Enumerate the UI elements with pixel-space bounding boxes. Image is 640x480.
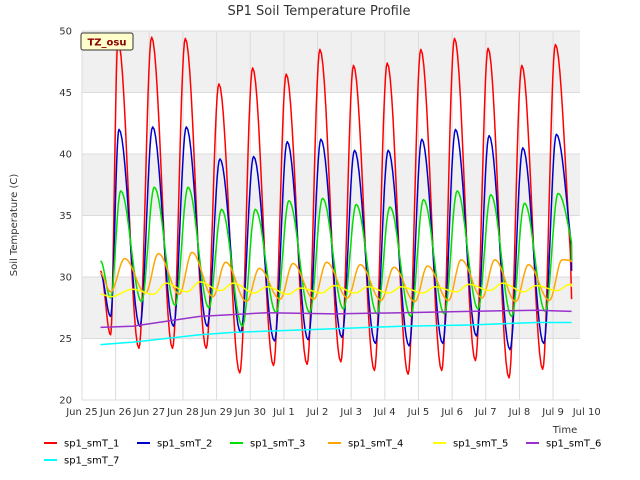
series-line-sp1-smT-5 — [100, 281, 573, 298]
legend-label: sp1_smT_5 — [453, 439, 508, 450]
series-line-sp1-smT-2 — [100, 126, 573, 351]
x-tick-label: Jul 9 — [541, 407, 564, 418]
y-tick-label: 50 — [59, 27, 72, 38]
timezone-annotation-box — [80, 32, 134, 51]
timezone-annotation: TZ_osu — [80, 32, 134, 51]
x-tick-label: Jul 4 — [373, 407, 396, 418]
x-tick-label: Jul 7 — [474, 407, 497, 418]
x-axis-label: Time — [552, 425, 577, 436]
plot-band — [82, 31, 580, 93]
x-tick-label: Jun 28 — [166, 407, 199, 418]
x-tick-label: Jul 5 — [407, 407, 430, 418]
chart-title: SP1 Soil Temperature Profile — [228, 4, 411, 19]
legend-label: sp1_smT_3 — [250, 439, 305, 450]
legend-label: sp1_smT_4 — [348, 439, 403, 450]
x-tick-label: Jul 10 — [572, 407, 601, 418]
timezone-annotation-text: TZ_osu — [87, 38, 126, 49]
x-tick-label: Jun 26 — [99, 407, 132, 418]
x-tick-label: Jul 3 — [339, 407, 362, 418]
legend-label: sp1_smT_6 — [546, 439, 601, 450]
x-tick-label: Jul 1 — [272, 407, 295, 418]
x-tick-label: Jun 29 — [200, 407, 233, 418]
y-axis-label: Soil Temperature (C) — [9, 174, 20, 277]
y-tick-label: 30 — [59, 273, 72, 284]
y-tick-label: 35 — [59, 211, 72, 222]
series-line-sp1-smT-7 — [100, 321, 572, 346]
legend-label: sp1_smT_1 — [64, 439, 119, 450]
x-tick-label: Jul 6 — [440, 407, 463, 418]
y-tick-label: 20 — [59, 396, 72, 407]
x-axis-ticks: Jun 25 Jun 26 Jun 27 Jun 28 Jun 29 Jun 30 Jul … — [65, 407, 600, 418]
series-line-sp1-smT-6 — [100, 309, 572, 329]
x-tick-label: Jun 25 — [65, 407, 98, 418]
legend: sp1_smT_1 sp1_smT_2 sp1_smT_3 sp1_smT_4 sp1_… — [44, 439, 601, 467]
legend-label: sp1_smT_2 — [157, 439, 212, 450]
series-line-sp1-smT-1 — [99, 36, 573, 379]
x-tick-label: Jun 27 — [133, 407, 166, 418]
series-line-sp1-smT-4 — [100, 251, 573, 303]
y-tick-label: 40 — [59, 150, 72, 161]
series-lines — [99, 36, 573, 379]
y-tick-label: 25 — [59, 334, 72, 345]
y-axis-ticks: 20 25 30 35 40 45 50 — [59, 27, 72, 407]
legend-label: sp1_smT_7 — [64, 456, 119, 467]
x-tick-label: Jul 8 — [508, 407, 531, 418]
y-tick-label: 45 — [59, 88, 72, 99]
series-line-sp1-smT-3 — [100, 186, 573, 327]
x-tick-label: Jul 2 — [306, 407, 329, 418]
x-tick-label: Jun 30 — [233, 407, 266, 418]
